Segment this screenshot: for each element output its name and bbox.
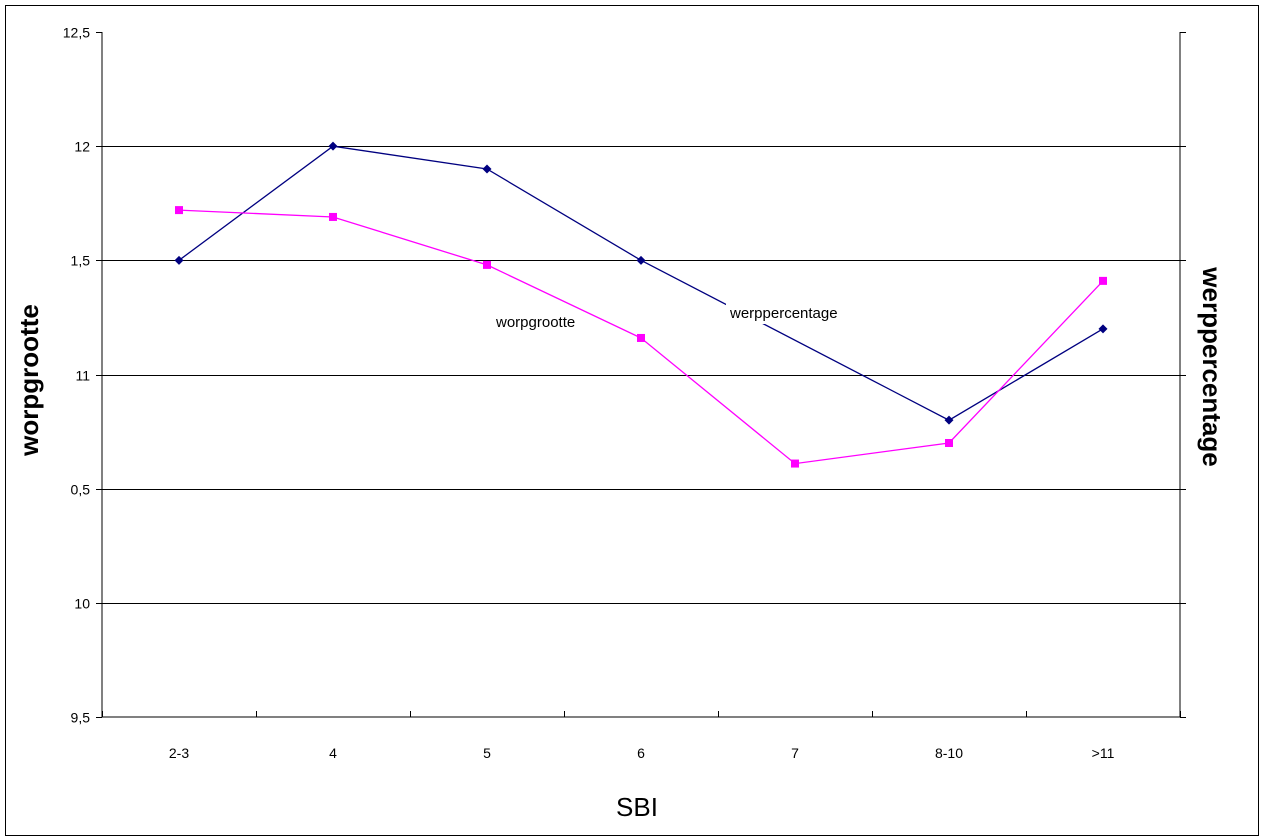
axes [101, 32, 1181, 718]
y-tick-label: 1,5 [71, 253, 91, 269]
x-tick-label: 8-10 [935, 745, 963, 761]
x-tick-label: 4 [329, 745, 337, 761]
series-group [174, 141, 1108, 468]
left-y-axis-title: worpgrootte [14, 304, 44, 457]
data-point-worpgrootte [1099, 276, 1107, 285]
series-line-werppercentage [178, 145, 1104, 421]
data-point-werppercentage [174, 255, 184, 265]
annotation-background [492, 312, 579, 333]
data-point-werppercentage [328, 141, 338, 151]
series-annotation-worpgrootte: worpgrootte [495, 314, 575, 331]
x-tick-label: 2-3 [169, 745, 189, 761]
x-axis-title: SBI [616, 792, 658, 822]
x-axis-ticks: 2-3 4 5 6 7 8-10 >11 [102, 711, 1181, 761]
series-annotation-werppercentage: werppercentage [729, 305, 838, 322]
x-tick-label: >11 [1092, 745, 1115, 761]
x-tick-label: 5 [483, 745, 491, 761]
y-tick-label: 10 [74, 596, 90, 612]
data-point-werppercentage [482, 164, 492, 174]
data-point-werppercentage [944, 415, 954, 425]
data-point-worpgrootte [945, 439, 953, 447]
x-tick-label: 7 [791, 745, 799, 761]
data-point-worpgrootte [637, 333, 645, 342]
data-point-werppercentage [1098, 324, 1108, 334]
annotations: werppercentage worpgrootte [492, 303, 841, 333]
y-tick-label: 12,5 [63, 25, 90, 41]
data-point-worpgrootte [329, 212, 337, 221]
data-point-worpgrootte [175, 206, 183, 215]
data-point-werppercentage [636, 255, 646, 265]
y-tick-label: 9,5 [71, 710, 91, 726]
right-y-axis-title: werppercentage [1197, 266, 1227, 466]
y-axis-ticks: 9,5 10 0,5 11 1,5 12 12,5 [63, 25, 1186, 726]
data-point-worpgrootte [483, 260, 491, 269]
y-tick-label: 12 [74, 139, 90, 155]
gridlines [102, 146, 1180, 604]
y-tick-label: 0,5 [71, 482, 91, 498]
chart-frame [5, 5, 1259, 836]
annotation-background [726, 303, 841, 324]
x-tick-label: 6 [637, 745, 645, 761]
data-point-worpgrootte [791, 459, 799, 468]
y-tick-label: 11 [75, 368, 90, 384]
